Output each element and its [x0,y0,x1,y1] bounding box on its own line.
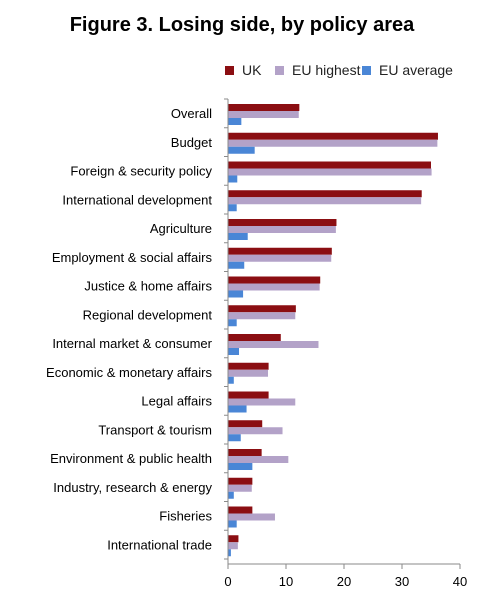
category-label: Agriculture [150,221,212,236]
bar-uk [228,132,438,140]
category-label: Foreign & security policy [70,164,212,179]
category-label: Internal market & consumer [52,336,212,351]
category-label: Justice & home affairs [84,279,212,294]
bar-uk [228,161,431,169]
bar-eu-average [228,204,237,212]
legend-swatch [225,65,234,75]
bar-eu-highest [228,168,432,176]
bar-eu-highest [228,484,252,492]
category-label: International trade [107,537,212,552]
bar-eu-average [228,290,244,298]
legend-label: UK [242,62,262,78]
bar-eu-highest [228,197,422,205]
bar-eu-highest [228,111,299,118]
x-tick-label: 0 [224,574,231,589]
bar-eu-average [228,261,245,269]
x-tick-label: 20 [337,574,351,589]
bar-uk [228,247,332,255]
bar-eu-highest [228,369,269,377]
bar-eu-average [228,520,237,528]
bar-uk [228,420,263,428]
category-label: International development [62,192,212,207]
bar-eu-average [228,405,247,413]
bar-uk [228,305,296,313]
legend-item-eu-average: EU average [362,60,453,80]
bar-uk [228,535,239,543]
bar-eu-highest [228,254,332,262]
bar-eu-highest [228,542,238,550]
bar-eu-average [228,376,234,384]
category-label: Overall [171,106,212,121]
bar-eu-highest [228,226,336,233]
category-label: Employment & social affairs [52,250,213,265]
bar-eu-highest [228,398,296,406]
category-label: Environment & public health [50,451,212,466]
legend-label: EU highest [292,62,361,78]
x-tick-label: 10 [279,574,293,589]
bar-uk [228,219,337,226]
bar-uk [228,506,253,514]
category-label: Transport & tourism [98,422,212,437]
category-label: Industry, research & energy [53,480,212,495]
legend-swatch [362,65,371,75]
bar-uk [228,276,321,284]
bar-eu-highest [228,341,319,348]
bar-eu-average [228,434,241,442]
category-label: Budget [171,135,213,150]
bar-eu-average [228,348,240,355]
category-label: Regional development [83,307,213,322]
bar-eu-average [228,233,248,240]
bar-eu-highest [228,456,289,463]
bar-eu-average [228,118,242,125]
bar-uk [228,104,300,111]
bar-eu-highest [228,312,296,320]
category-label: Economic & monetary affairs [46,365,212,380]
legend-item-eu-highest: EU highest [275,60,360,80]
bar-uk [228,449,262,456]
legend-swatch [275,65,284,75]
legend: UK EU highest EU average [0,60,484,80]
legend-item-uk: UK [225,60,261,80]
bar-eu-highest [228,427,283,435]
bar-eu-highest [228,139,438,147]
chart-title: Figure 3. Losing side, by policy area [69,14,415,36]
category-label: Legal affairs [141,394,212,409]
bar-uk [228,190,422,198]
bar-eu-average [228,319,237,327]
legend-label: EU average [379,62,453,78]
bar-uk [228,477,253,485]
bar-eu-average [228,549,231,557]
x-tick-label: 40 [453,574,467,589]
bar-uk [228,362,269,370]
bar-uk [228,391,269,399]
bar-eu-highest [228,283,320,291]
x-tick-label: 30 [395,574,409,589]
bar-eu-average [228,491,234,499]
bar-uk [228,334,281,341]
bar-eu-average [228,146,255,154]
category-label: Fisheries [159,509,212,524]
bar-eu-highest [228,513,275,521]
bar-eu-average [228,175,238,183]
bar-eu-average [228,463,253,470]
